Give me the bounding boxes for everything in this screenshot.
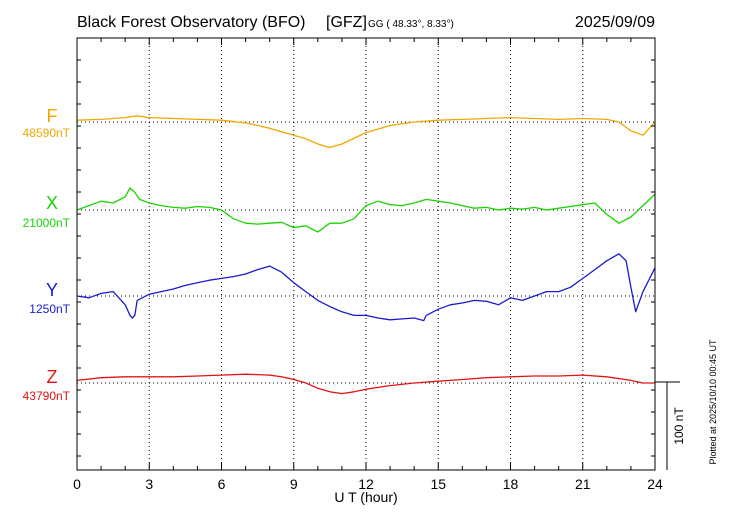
x-tick-label: 3 [145, 476, 153, 492]
series-label-x: X [46, 193, 58, 213]
x-tick-label: 6 [218, 476, 226, 492]
station-title: Black Forest Observatory (BFO) [77, 14, 306, 31]
baseline-label-x: 21000nT [23, 216, 71, 230]
plot-frame [76, 37, 656, 471]
baseline-label-y: 1250nT [29, 302, 70, 316]
series-label-z: Z [47, 367, 58, 387]
series-line-z [76, 373, 655, 395]
institute-label: [GFZ] [326, 14, 367, 31]
x-tick-label: 9 [290, 476, 298, 492]
x-tick-label: 24 [647, 476, 663, 492]
series-line-f [76, 115, 656, 149]
x-tick-label: 21 [575, 476, 591, 492]
baseline-label-f: 48590nT [23, 126, 71, 140]
series-line-x [76, 187, 656, 233]
grid [77, 38, 655, 470]
x-tick-label: 0 [73, 476, 81, 492]
plot-date: 2025/09/09 [575, 14, 655, 31]
plotted-timestamp: Plotted at 2025/10/10 00:45 UT [708, 339, 718, 465]
traces [76, 115, 656, 395]
x-tick-label: 15 [430, 476, 446, 492]
station-coordinates: GG ( 48.33°, 8.33°) [368, 19, 454, 30]
x-axis-title: U T (hour) [334, 489, 397, 505]
x-axis: 0 3 6 9 12 15 18 21 24 [73, 38, 663, 492]
series-line-y [76, 253, 656, 322]
x-tick-label: 12 [358, 476, 374, 492]
x-tick-label: 18 [503, 476, 519, 492]
series-label-f: F [47, 106, 58, 126]
series-label-y: Y [46, 280, 58, 300]
baseline-label-z: 43790nT [23, 389, 71, 403]
scale-bar-label: 100 nT [672, 407, 686, 445]
